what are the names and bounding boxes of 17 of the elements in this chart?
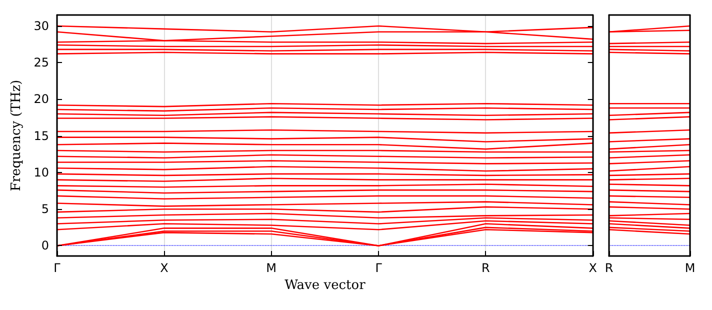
x-tick-label: R bbox=[604, 261, 614, 275]
y-axis-title: Frequency (THz) bbox=[8, 80, 24, 192]
y-tick-label: 5 bbox=[41, 202, 49, 216]
y-tick-label: 0 bbox=[41, 238, 49, 253]
x-tick-label: Γ bbox=[54, 261, 61, 275]
y-tick-label: 25 bbox=[34, 56, 49, 70]
y-tick-label: 20 bbox=[34, 92, 49, 106]
x-tick-label: M bbox=[684, 261, 696, 275]
x-tick-label: R bbox=[482, 261, 490, 275]
x-tick-label: M bbox=[266, 261, 277, 275]
x-tick-label: X bbox=[588, 261, 598, 275]
x-tick-label: X bbox=[160, 261, 168, 275]
y-tick-label: 10 bbox=[34, 165, 49, 180]
y-tick-label: 15 bbox=[34, 128, 49, 143]
x-axis-title: Wave vector bbox=[284, 278, 366, 293]
x-tick-label: Γ bbox=[375, 261, 382, 275]
y-tick-label: 30 bbox=[34, 18, 49, 33]
